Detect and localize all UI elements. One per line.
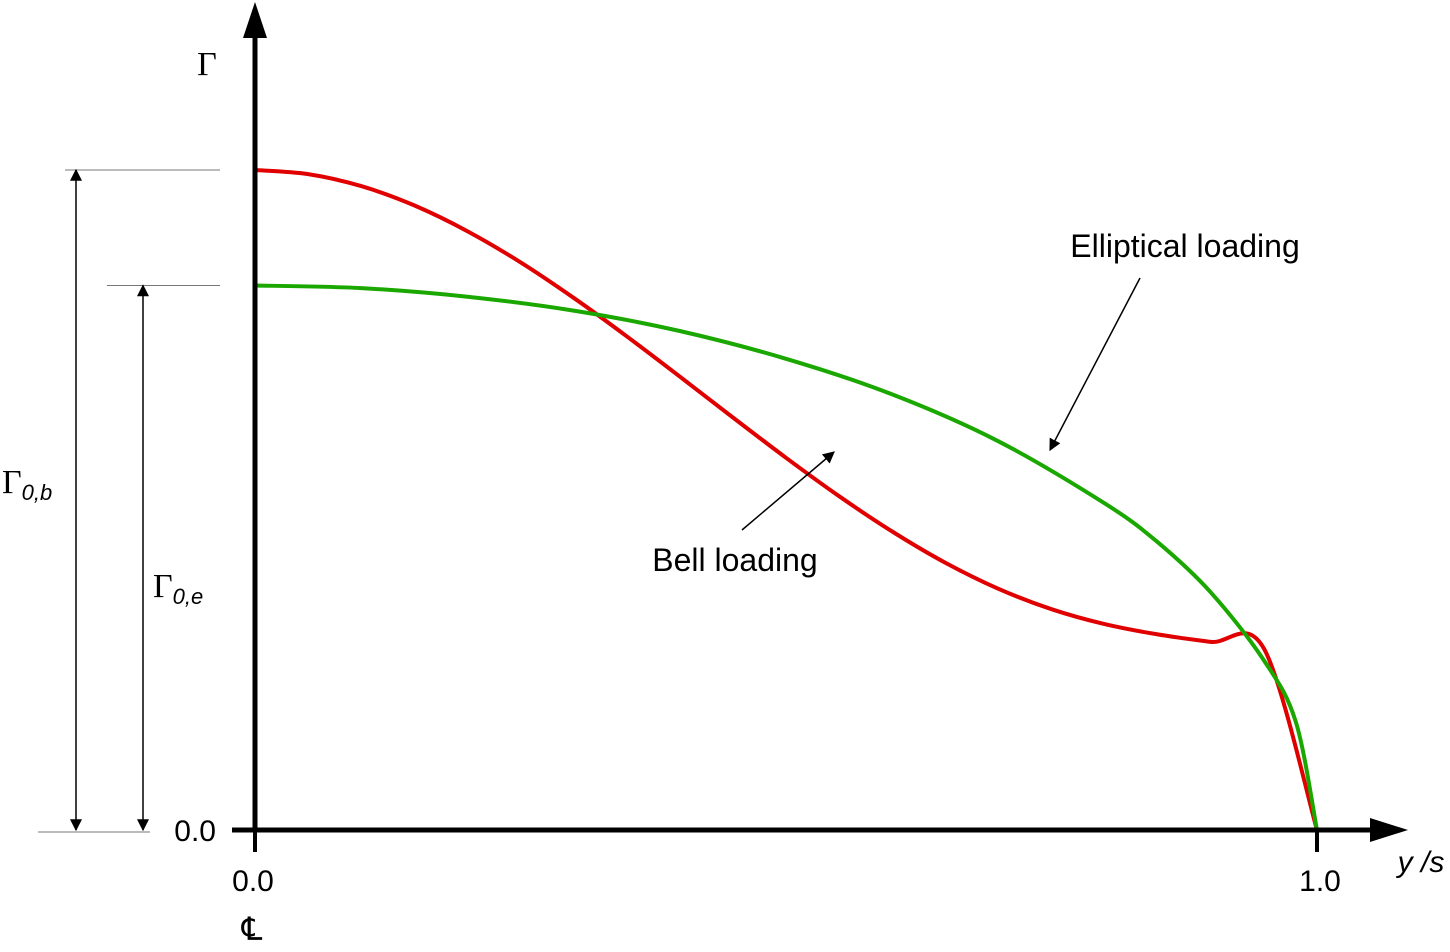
gamma-0b-subscript: 0,b [22, 480, 53, 505]
x-axis-label: y /s [1396, 846, 1445, 879]
elliptical-annotation-arrow [1049, 277, 1141, 452]
gamma-0e-symbol: Γ [153, 568, 173, 605]
bell-loading-line [254, 168, 1319, 831]
y-tick-label-0: 0.0 [174, 815, 216, 848]
gamma-0b-symbol: Γ [2, 464, 22, 501]
y-axis-label: Γ [197, 46, 217, 83]
x-tick-label-0: 0.0 [232, 865, 274, 898]
gamma-0e-label: Γ0,e [153, 568, 203, 609]
gamma-0e-subscript: 0,e [173, 584, 204, 609]
x-tick-label-1: 1.0 [1299, 865, 1341, 898]
centerline-symbol: ℄ [241, 911, 263, 947]
elliptical-loading-label: Elliptical loading [1070, 228, 1299, 264]
gamma-0b-label: Γ0,b [2, 464, 52, 505]
x-axis-arrowhead [1370, 818, 1408, 842]
elliptical-loading-line [254, 283, 1319, 831]
bell-annotation-arrow [741, 451, 835, 531]
bell-loading-label: Bell loading [652, 542, 817, 578]
y-axis-arrowhead [243, 2, 267, 38]
